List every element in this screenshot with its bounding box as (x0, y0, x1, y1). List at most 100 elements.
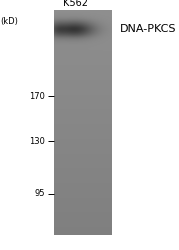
Bar (54, 90, 111, 91)
Bar (54, 18, 111, 19)
Bar (54, 14, 111, 16)
Bar (54, 145, 111, 146)
Bar (54, 132, 111, 134)
Bar (54, 173, 111, 174)
Bar (54, 58, 111, 59)
Bar (54, 82, 111, 83)
Bar (54, 191, 111, 192)
Bar (54, 112, 111, 114)
Bar (54, 134, 111, 135)
Bar (54, 45, 111, 46)
Bar (54, 169, 111, 170)
Bar (54, 227, 111, 228)
Bar (54, 101, 111, 102)
Bar (54, 142, 111, 143)
Bar (54, 183, 111, 184)
Bar (54, 119, 111, 120)
Bar (54, 162, 111, 163)
Bar (54, 30, 111, 32)
Bar (54, 10, 111, 11)
Bar (54, 176, 111, 178)
Bar (54, 60, 111, 61)
Bar (54, 234, 111, 235)
Bar (54, 208, 111, 209)
Bar (54, 129, 111, 130)
Bar (54, 172, 111, 173)
Bar (54, 190, 111, 191)
Bar (54, 214, 111, 215)
Bar (54, 128, 111, 129)
Bar (54, 225, 111, 226)
Bar (54, 160, 111, 161)
Bar (54, 174, 111, 176)
Bar (54, 184, 111, 186)
Bar (54, 11, 111, 12)
Bar (54, 178, 111, 179)
Bar (54, 230, 111, 232)
Bar (54, 223, 111, 224)
Bar (54, 144, 111, 145)
Bar (54, 100, 111, 101)
Bar (54, 78, 111, 80)
Bar (54, 26, 111, 27)
Bar (54, 136, 111, 137)
Bar (54, 53, 111, 54)
Bar (54, 91, 111, 92)
Text: 130: 130 (29, 137, 45, 146)
Bar (54, 92, 111, 93)
Bar (54, 84, 111, 86)
Bar (54, 106, 111, 107)
Bar (54, 37, 111, 38)
Bar (54, 74, 111, 75)
Bar (54, 154, 111, 155)
Bar (54, 224, 111, 225)
Bar (54, 32, 111, 34)
Bar (54, 204, 111, 206)
Bar (54, 137, 111, 138)
Bar (54, 125, 111, 126)
Bar (54, 21, 111, 22)
Bar (54, 117, 111, 118)
Bar (54, 73, 111, 74)
Bar (54, 27, 111, 28)
Bar (54, 180, 111, 181)
Bar (54, 150, 111, 152)
Bar (54, 114, 111, 116)
Bar (54, 57, 111, 58)
Bar (54, 109, 111, 110)
Bar (54, 96, 111, 97)
Bar (54, 61, 111, 62)
Bar (54, 210, 111, 212)
Bar (54, 122, 111, 124)
Bar (54, 38, 111, 39)
Bar (54, 29, 111, 30)
Bar (54, 68, 111, 70)
Bar (54, 24, 111, 25)
Bar (54, 71, 111, 72)
Bar (54, 12, 111, 14)
Bar (54, 13, 111, 15)
Bar (54, 36, 111, 37)
Bar (54, 124, 111, 125)
Bar (54, 218, 111, 219)
Bar (54, 88, 111, 89)
Bar (54, 25, 111, 26)
Bar (54, 54, 111, 55)
Text: 170: 170 (29, 92, 45, 101)
Bar (54, 93, 111, 94)
Bar (54, 75, 111, 76)
Bar (54, 201, 111, 202)
Bar (54, 28, 111, 29)
Bar (54, 168, 111, 169)
Bar (54, 170, 111, 171)
Bar (54, 181, 111, 182)
Bar (54, 197, 111, 198)
Bar (54, 50, 111, 52)
Bar (54, 70, 111, 71)
Bar (54, 44, 111, 45)
Bar (54, 42, 111, 43)
Bar (54, 153, 111, 154)
Bar (54, 198, 111, 199)
Text: (kD): (kD) (0, 17, 18, 26)
Bar (54, 108, 111, 109)
